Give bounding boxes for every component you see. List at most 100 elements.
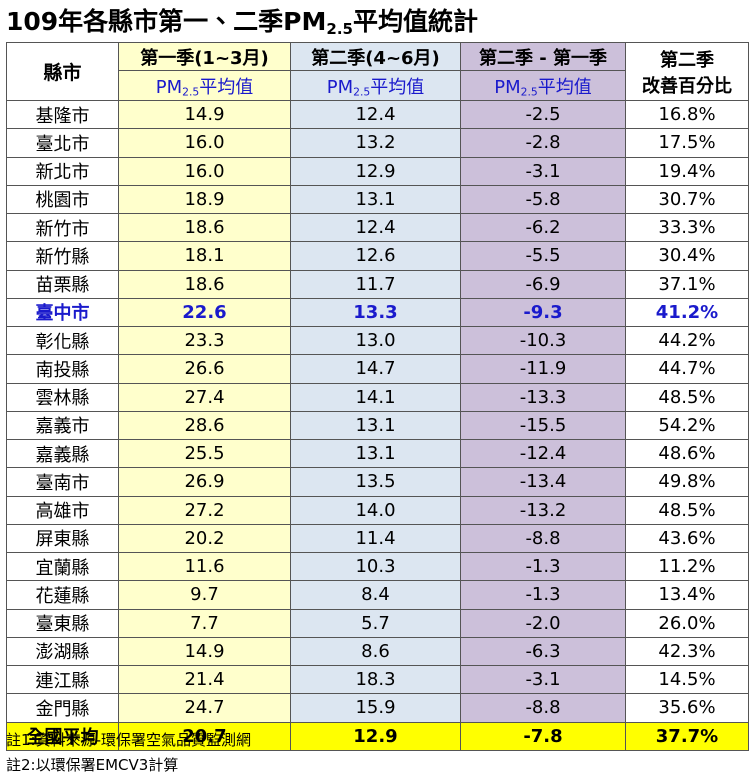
table-cell: 27.2 <box>118 495 291 525</box>
table-cell: 南投縣 <box>6 354 119 384</box>
table-cell: 金門縣 <box>6 693 119 723</box>
header-cell: 第二季 - 第一季 <box>460 42 626 71</box>
table-cell: 18.6 <box>118 269 291 299</box>
table-cell: 新北市 <box>6 156 119 186</box>
table-row: 嘉義縣 25.5 13.1 -12.4 48.6% <box>6 438 749 469</box>
header-subscript: 2.5 <box>520 85 538 99</box>
table-cell: 14.1 <box>290 382 461 412</box>
table-cell: -3.1 <box>460 664 626 695</box>
table-cell: 7.7 <box>118 608 291 638</box>
table-cell: -10.3 <box>460 325 626 356</box>
table-cell: -13.4 <box>460 467 626 497</box>
table-cell: 23.3 <box>118 325 291 356</box>
table-cell: 30.7% <box>625 184 749 215</box>
table-row: 金門縣 24.7 15.9 -8.8 35.6% <box>6 693 749 723</box>
header-text: 平均值 <box>199 76 254 98</box>
table-cell: 22.6 <box>118 297 291 328</box>
table-row: 苗栗縣 18.6 11.7 -6.9 37.1% <box>6 269 749 299</box>
table-cell: -11.9 <box>460 354 626 384</box>
table-cell: 臺南市 <box>6 467 119 497</box>
table-row: 高雄市 27.2 14.0 -13.2 48.5% <box>6 495 749 525</box>
header-cell: PM2.5平均值 <box>460 70 626 101</box>
table-cell: 33.3% <box>625 212 749 243</box>
total-cell: 37.7% <box>625 721 749 751</box>
table-cell: 10.3 <box>290 551 461 582</box>
table-cell: 11.2% <box>625 551 749 582</box>
header-subscript: 2.5 <box>182 85 200 99</box>
header-text: PM <box>155 76 183 98</box>
header-text: 平均值 <box>370 76 425 98</box>
table-cell: 15.9 <box>290 693 461 723</box>
table-row: 南投縣 26.6 14.7 -11.9 44.7% <box>6 354 749 384</box>
table-cell: 13.1 <box>290 410 461 441</box>
total-cell: 20.7 <box>118 721 291 751</box>
table-cell: 13.3 <box>290 297 461 328</box>
table-cell: 11.4 <box>290 523 461 554</box>
table-cell: 21.4 <box>118 664 291 695</box>
table-cell: 30.4% <box>625 241 749 271</box>
table-cell: 桃園市 <box>6 184 119 215</box>
table-cell: 13.1 <box>290 184 461 215</box>
header-text: PM <box>326 76 354 98</box>
note: 註2:以環保署EMCV3計算 <box>6 756 179 774</box>
table-cell: 11.7 <box>290 269 461 299</box>
table-cell: 18.6 <box>118 212 291 243</box>
table-cell: -6.2 <box>460 212 626 243</box>
table-cell: 17.5% <box>625 128 749 158</box>
table-cell: 14.9 <box>118 99 291 130</box>
table-row: 基隆市 14.9 12.4 -2.5 16.8% <box>6 99 749 130</box>
table-cell: 12.4 <box>290 212 461 243</box>
table-cell: 49.8% <box>625 467 749 497</box>
note: 註1:資料來源-環保署空氣品質監測網 <box>6 731 252 749</box>
table-cell: 48.6% <box>625 438 749 469</box>
table-row: 花蓮縣 9.7 8.4 -1.3 13.4% <box>6 580 749 610</box>
table-cell: 基隆市 <box>6 99 119 130</box>
table-row: 臺北市 16.0 13.2 -2.8 17.5% <box>6 128 749 158</box>
table-row: 新竹縣 18.1 12.6 -5.5 30.4% <box>6 241 749 271</box>
table-row: 澎湖縣 14.9 8.6 -6.3 42.3% <box>6 636 749 667</box>
table-cell: 臺北市 <box>6 128 119 158</box>
table-cell: 臺中市 <box>6 297 119 328</box>
total-cell: 全國平均 <box>6 721 119 751</box>
table-cell: 13.1 <box>290 438 461 469</box>
header-row: 縣市 第一季(1~3月) 第二季(4~6月) 第二季 - 第一季 第二季 改善百分… <box>6 42 749 101</box>
table-row: 彰化縣 23.3 13.0 -10.3 44.2% <box>6 325 749 356</box>
table-cell: 16.0 <box>118 156 291 186</box>
table-cell: 連江縣 <box>6 664 119 695</box>
table-row: 臺中市 22.6 13.3 -9.3 41.2% <box>6 297 749 328</box>
header-cell: PM2.5平均值 <box>118 70 291 101</box>
table-cell: 16.0 <box>118 128 291 158</box>
table-cell: 12.4 <box>290 99 461 130</box>
header-subscript: 2.5 <box>353 85 371 99</box>
table-cell: 高雄市 <box>6 495 119 525</box>
table-cell: 28.6 <box>118 410 291 441</box>
table-cell: -13.2 <box>460 495 626 525</box>
table-row: 新竹市 18.6 12.4 -6.2 33.3% <box>6 212 749 243</box>
table-cell: 19.4% <box>625 156 749 186</box>
table-cell: 54.2% <box>625 410 749 441</box>
table-row: 屏東縣 20.2 11.4 -8.8 43.6% <box>6 523 749 554</box>
table-row: 臺南市 26.9 13.5 -13.4 49.8% <box>6 467 749 497</box>
table-cell: 27.4 <box>118 382 291 412</box>
table-cell: 14.7 <box>290 354 461 384</box>
table-cell: 宜蘭縣 <box>6 551 119 582</box>
title-text: 平均值統計 <box>352 7 478 36</box>
table-cell: -3.1 <box>460 156 626 186</box>
table-cell: 苗栗縣 <box>6 269 119 299</box>
table-cell: 8.6 <box>290 636 461 667</box>
table-cell: -2.5 <box>460 99 626 130</box>
table-header: 縣市 第一季(1~3月) 第二季(4~6月) 第二季 - 第一季 第二季 改善百分… <box>6 42 749 101</box>
table-cell: 12.6 <box>290 241 461 271</box>
table-cell: -2.8 <box>460 128 626 158</box>
table-cell: 13.5 <box>290 467 461 497</box>
table-cell: 臺東縣 <box>6 608 119 638</box>
table-cell: -8.8 <box>460 523 626 554</box>
table-row: 雲林縣 27.4 14.1 -13.3 48.5% <box>6 382 749 412</box>
table-cell: 44.7% <box>625 354 749 384</box>
table-cell: 新竹縣 <box>6 241 119 271</box>
table-cell: 嘉義縣 <box>6 438 119 469</box>
header-text: 第二季 <box>660 49 714 71</box>
table-cell: 26.6 <box>118 354 291 384</box>
table-cell: -5.8 <box>460 184 626 215</box>
table-cell: 花蓮縣 <box>6 580 119 610</box>
